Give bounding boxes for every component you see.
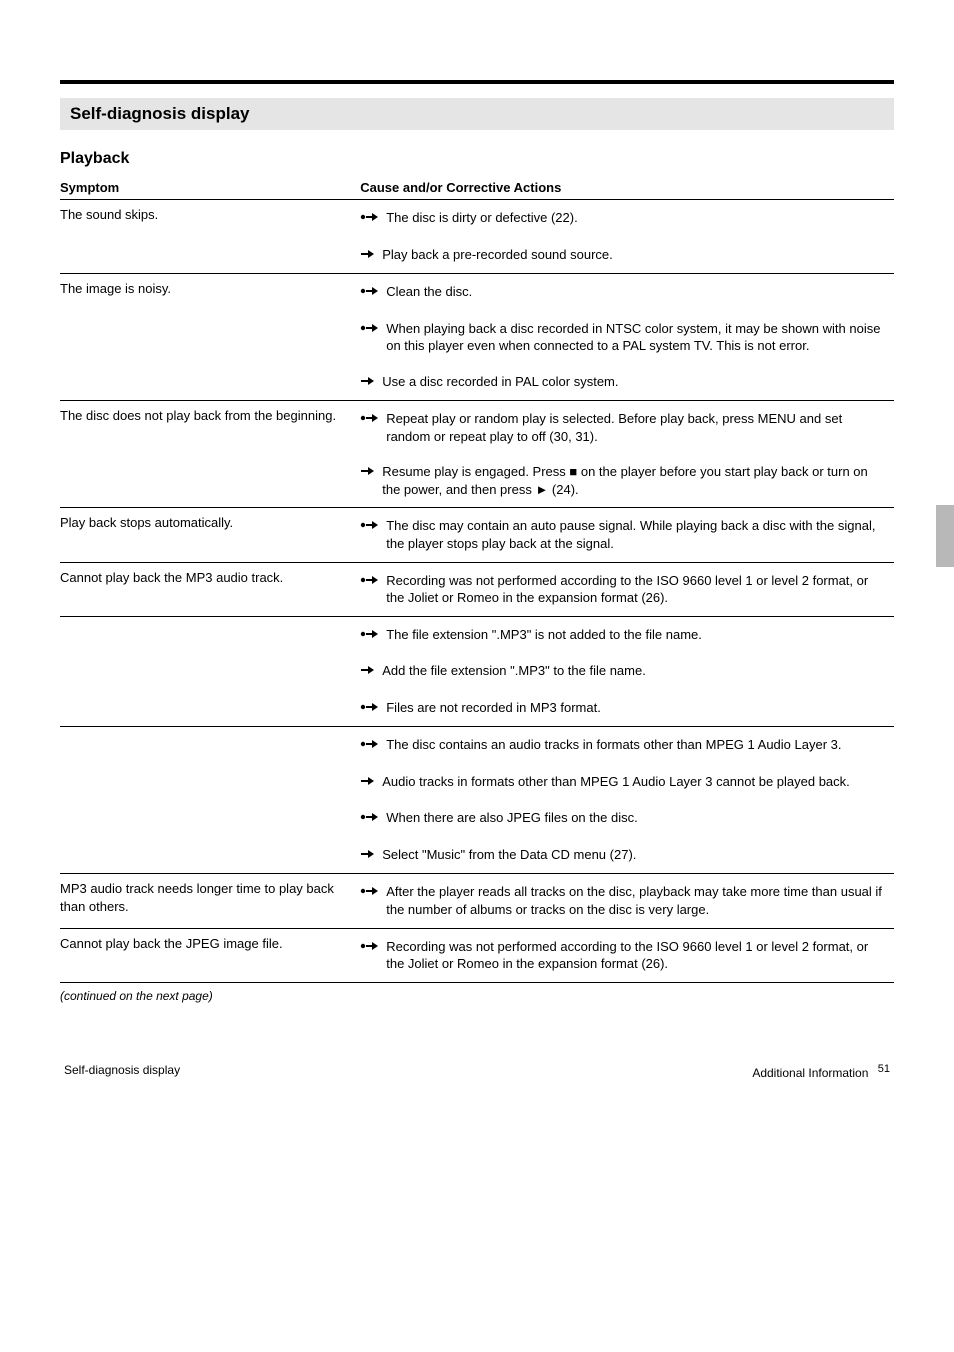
dot-arrow-icon [360,883,386,902]
cause-text: The disc may contain an auto pause signa… [386,517,888,552]
cause-text: Files are not recorded in MP3 format. [386,699,888,717]
dot-arrow-icon [360,736,386,755]
col-header-symptom: Symptom [60,176,360,200]
dot-arrow-icon [360,209,386,228]
cause-text: Recording was not performed according to… [386,938,888,973]
footer-left: Self-diagnosis display [64,1063,180,1080]
cause-text: Add the file extension ".MP3" to the fil… [382,662,888,680]
table-row: The disc contains an audio tracks in for… [60,727,894,874]
cause-item: When playing back a disc recorded in NTS… [360,320,888,355]
table-row: The image is noisy. Clean the disc. When p… [60,274,894,401]
symptom-cell: The disc does not play back from the beg… [60,401,360,508]
cause-cell: The disc contains an audio tracks in for… [360,727,894,874]
symptom-cell [60,616,360,727]
cause-item: The disc contains an audio tracks in for… [360,736,888,755]
cause-item: Audio tracks in formats other than MPEG … [360,773,888,792]
symptom-cell: Cannot play back the JPEG image file. [60,928,360,982]
cause-text: When playing back a disc recorded in NTS… [386,320,888,355]
dot-arrow-icon [360,809,386,828]
continued-note: (continued on the next page) [60,989,894,1003]
dot-arrow-icon [360,320,386,339]
table-row: Cannot play back the JPEG image file. Rec… [60,928,894,982]
section-title: Self-diagnosis display [60,98,894,130]
cause-cell: After the player reads all tracks on the… [360,874,894,928]
symptom-cell: MP3 audio track needs longer time to pla… [60,874,360,928]
cause-item: Recording was not performed according to… [360,572,888,607]
symptom-cell: Play back stops automatically. [60,508,360,562]
cause-cell: The disc is dirty or defective (22). Play… [360,200,894,274]
cause-item: The file extension ".MP3" is not added t… [360,626,888,645]
cause-text: Play back a pre-recorded sound source. [382,246,888,264]
side-tab [936,505,954,567]
cause-item: Add the file extension ".MP3" to the fil… [360,662,888,681]
dot-arrow-icon [360,410,386,429]
col-header-cause: Cause and/or Corrective Actions [360,176,894,200]
table-row: Play back stops automatically. The disc m… [60,508,894,562]
table-row: Cannot play back the MP3 audio track. Rec… [60,562,894,616]
cause-item: Select "Music" from the Data CD menu (27… [360,846,888,865]
cause-item: Use a disc recorded in PAL color system. [360,373,888,392]
troubleshooting-table: Symptom Cause and/or Corrective Actions … [60,176,894,983]
symptom-cell: Cannot play back the MP3 audio track. [60,562,360,616]
table-row: The sound skips.The disc is dirty or def… [60,200,894,274]
cause-cell: Repeat play or random play is selected. … [360,401,894,508]
cause-text: Select "Music" from the Data CD menu (27… [382,846,888,864]
cause-text: Resume play is engaged. Press ■ on the p… [382,463,888,498]
cause-cell: The disc may contain an auto pause signa… [360,508,894,562]
cause-text: The disc contains an audio tracks in for… [386,736,888,754]
arrow-icon [360,246,382,265]
symptom-cell: The image is noisy. [60,274,360,401]
dot-arrow-icon [360,283,386,302]
cause-text: Clean the disc. [386,283,888,301]
cause-item: Play back a pre-recorded sound source. [360,246,888,265]
cause-item: Recording was not performed according to… [360,938,888,973]
arrow-icon [360,773,382,792]
cause-item: Resume play is engaged. Press ■ on the p… [360,463,888,498]
symptom-cell: The sound skips. [60,200,360,274]
dot-arrow-icon [360,572,386,591]
cause-cell: The file extension ".MP3" is not added t… [360,616,894,727]
cause-item: The disc may contain an auto pause signa… [360,517,888,552]
table-row: The disc does not play back from the beg… [60,401,894,508]
cause-text: Repeat play or random play is selected. … [386,410,888,445]
dot-arrow-icon [360,626,386,645]
cause-text: After the player reads all tracks on the… [386,883,888,918]
cause-cell: Recording was not performed according to… [360,562,894,616]
cause-text: The disc is dirty or defective (22). [386,209,888,227]
dot-arrow-icon [360,517,386,536]
arrow-icon [360,373,382,392]
cause-text: Use a disc recorded in PAL color system. [382,373,888,391]
cause-text: When there are also JPEG files on the di… [386,809,888,827]
cause-item: The disc is dirty or defective (22). [360,209,888,228]
cause-text: Audio tracks in formats other than MPEG … [382,773,888,791]
cause-cell: Recording was not performed according to… [360,928,894,982]
cause-cell: Clean the disc. When playing back a disc … [360,274,894,401]
table-row: The file extension ".MP3" is not added t… [60,616,894,727]
page-number: 51 [878,1063,890,1075]
footer-right: Additional Information 51 [752,1063,890,1080]
cause-item: When there are also JPEG files on the di… [360,809,888,828]
arrow-icon [360,662,382,681]
cause-text: The file extension ".MP3" is not added t… [386,626,888,644]
cause-item: After the player reads all tracks on the… [360,883,888,918]
arrow-icon [360,463,382,482]
symptom-cell [60,727,360,874]
cause-text: Recording was not performed according to… [386,572,888,607]
subsection-title: Playback [60,148,894,176]
cause-item: Repeat play or random play is selected. … [360,410,888,445]
arrow-icon [360,846,382,865]
table-row: MP3 audio track needs longer time to pla… [60,874,894,928]
dot-arrow-icon [360,699,386,718]
cause-item: Files are not recorded in MP3 format. [360,699,888,718]
dot-arrow-icon [360,938,386,957]
cause-item: Clean the disc. [360,283,888,302]
